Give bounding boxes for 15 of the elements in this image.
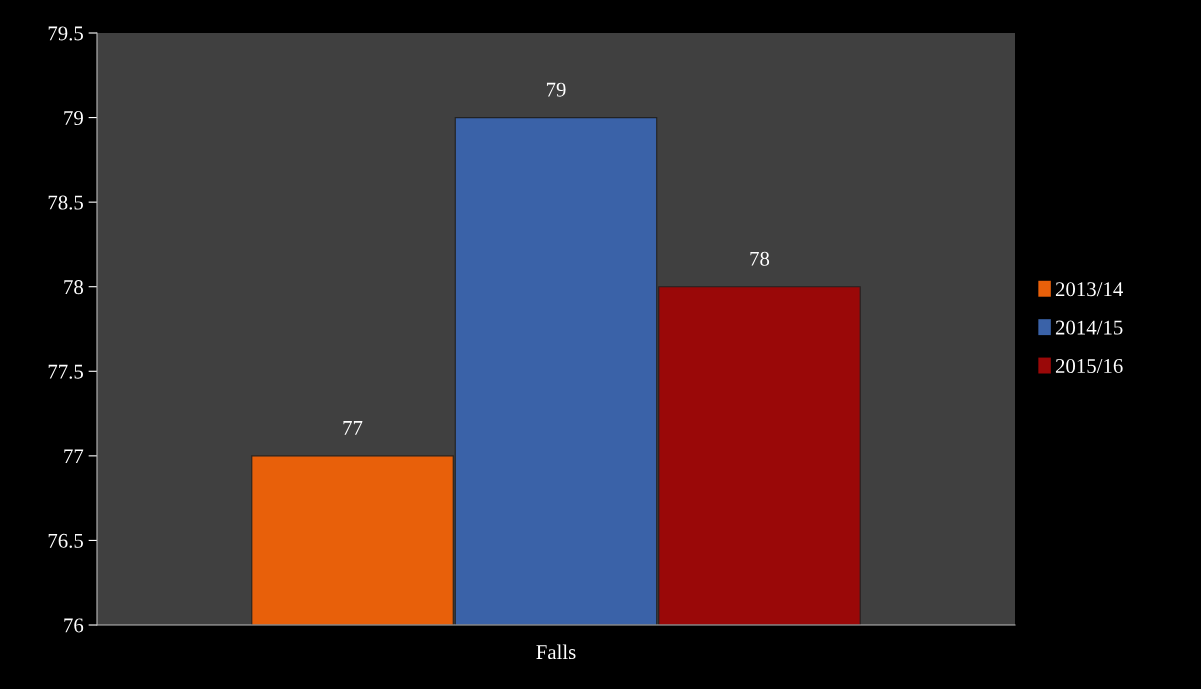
data-label: 79: [546, 82, 566, 97]
y-tick-label: 79: [64, 111, 83, 125]
data-label: 78: [750, 251, 770, 266]
y-tick-label: 76.5: [48, 533, 83, 548]
x-tick-label: Falls: [536, 644, 576, 660]
y-tick-label: 77.5: [48, 364, 83, 379]
y-tick-label: 77: [64, 449, 84, 464]
data-label: 77: [343, 421, 363, 435]
y-tick-label: 76: [64, 618, 84, 633]
y-tick-label: 78: [64, 280, 84, 295]
y-tick-label: 79.5: [48, 26, 83, 41]
y-tick-label: 78.5: [48, 195, 83, 210]
legend-label: 2013/14: [1055, 282, 1123, 297]
legend-label: 2014/15: [1055, 320, 1123, 335]
legend-label: 2015/16: [1055, 358, 1123, 373]
